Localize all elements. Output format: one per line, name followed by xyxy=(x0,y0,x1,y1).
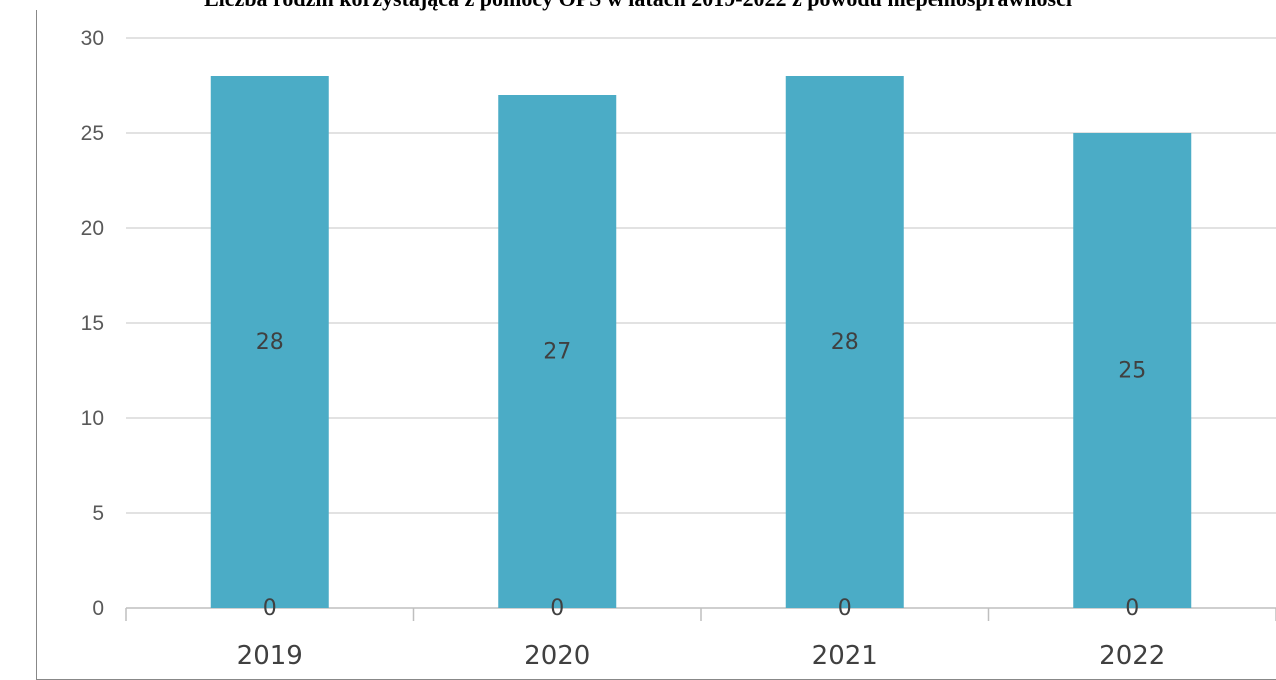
bar-2022 xyxy=(1073,133,1192,608)
data-label-zero-2019: 0 xyxy=(263,596,277,621)
y-tick-label-25: 25 xyxy=(81,122,104,145)
x-tick-label-2022: 2022 xyxy=(1099,641,1165,671)
y-tick-label-15: 15 xyxy=(81,312,104,335)
y-tick-label-20: 20 xyxy=(81,217,104,240)
data-label-zero-2022: 0 xyxy=(1125,596,1139,621)
y-tick-label-30: 30 xyxy=(81,27,104,50)
x-tick-label-2020: 2020 xyxy=(524,641,590,671)
data-label-zero-2021: 0 xyxy=(838,596,852,621)
data-label-2022: 25 xyxy=(1118,359,1146,384)
data-label-2019: 28 xyxy=(256,330,284,355)
x-tick-label-2021: 2021 xyxy=(812,641,878,671)
bar-2021 xyxy=(785,76,904,608)
data-label-2020: 27 xyxy=(543,340,571,365)
chart-title: Liczba rodzin korzystająca z pomocy OPS … xyxy=(0,0,1276,12)
y-tick-label-5: 5 xyxy=(92,502,104,525)
data-label-2021: 28 xyxy=(831,330,859,355)
bar-2020 xyxy=(498,95,617,608)
data-label-zero-2020: 0 xyxy=(550,596,564,621)
y-tick-label-10: 10 xyxy=(81,407,104,430)
y-tick-label-0: 0 xyxy=(92,597,104,620)
x-tick-label-2019: 2019 xyxy=(237,641,303,671)
bar-2019 xyxy=(210,76,329,608)
